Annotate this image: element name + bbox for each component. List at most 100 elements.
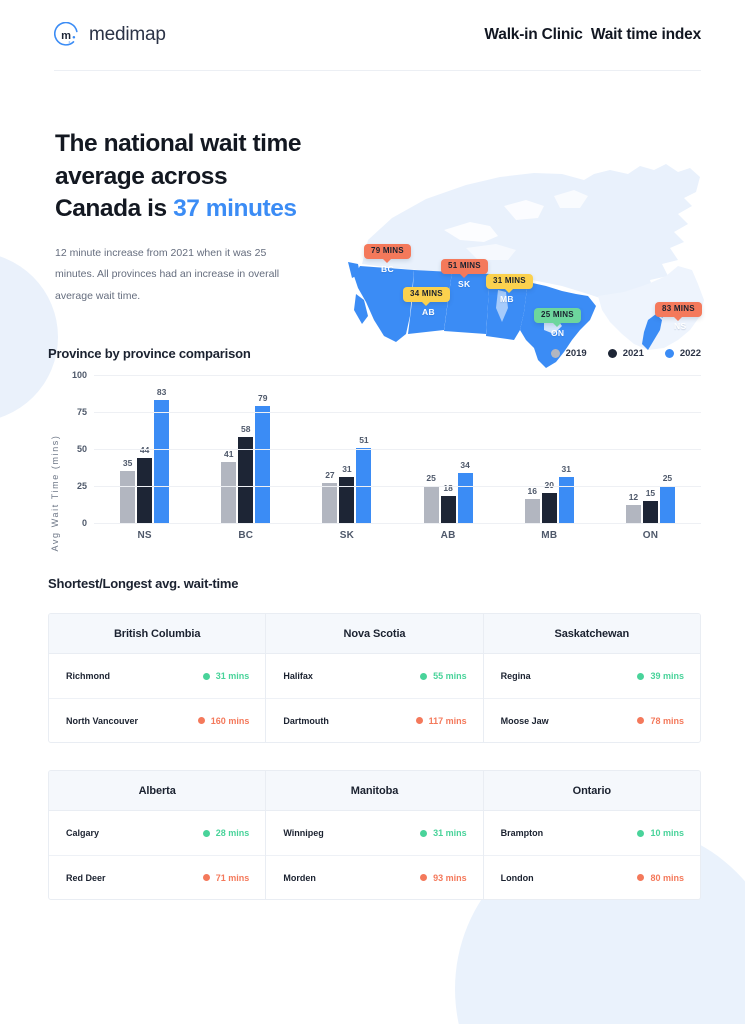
shortest-wait-value: 10 mins xyxy=(637,828,684,838)
bar-value-label: 27 xyxy=(325,470,335,481)
table-row[interactable]: Red Deer 71 mins xyxy=(49,855,266,899)
bar-ab-2021[interactable]: 18 xyxy=(440,483,456,523)
bar-sk-2021[interactable]: 31 xyxy=(339,464,355,523)
map-badge-ns[interactable]: 83 MINS xyxy=(655,302,702,321)
wait-time-text: 160 mins xyxy=(210,715,250,726)
bar-value-label: 51 xyxy=(359,434,369,445)
table-column-header: British Columbia xyxy=(49,614,266,654)
bar-groups: 35 44 83 41 58 79 27 31 51 25 18 34 16 20 31 12 15 25 xyxy=(94,375,701,523)
wait-time-text: 31 mins xyxy=(215,671,250,681)
shortest-wait-value: 39 mins xyxy=(637,671,684,681)
wait-time-text: 80 mins xyxy=(650,872,684,883)
x-axis-label-bc: BC xyxy=(238,530,254,541)
city-name: London xyxy=(500,872,534,883)
table-column-header: Manitoba xyxy=(266,771,483,811)
bar-plot: 35 44 83 41 58 79 27 31 51 25 18 34 16 20 31 12 15 25 0 25… xyxy=(72,370,701,528)
hero-subtitle: 12 minute increase from 2021 when it was… xyxy=(55,246,280,302)
bar-ns-2021[interactable]: 44 xyxy=(137,445,153,523)
bar-value-label: 31 xyxy=(342,464,352,475)
table-column-ontario: Ontario Brampton 10 mins London 80 mins xyxy=(483,771,700,899)
bar-value-label: 25 xyxy=(662,473,673,483)
hero-text-block: The national wait time average across Ca… xyxy=(55,128,345,307)
table-row[interactable]: Halifax 55 mins xyxy=(266,654,482,698)
table-row[interactable]: Regina 39 mins xyxy=(484,654,700,698)
bar-ns-2022[interactable]: 83 xyxy=(154,387,170,523)
city-name: Morden xyxy=(283,872,316,883)
svg-text:m: m xyxy=(61,30,71,42)
wait-time-text: 71 mins xyxy=(215,872,250,883)
map-badge-mb[interactable]: 31 MINS xyxy=(486,274,533,293)
bar-ab-2022[interactable]: 34 xyxy=(457,460,473,523)
bar-mb-2019[interactable]: 16 xyxy=(524,486,540,523)
hero-title-highlight: 37 minutes xyxy=(173,195,297,223)
hero-title-line1: The national wait time xyxy=(55,130,302,157)
table-row[interactable]: Dartmouth 117 mins xyxy=(266,698,483,742)
table-column-nova-scotia: Nova Scotia Halifax 55 mins Dartmouth 117 mi… xyxy=(266,614,484,742)
legend-item-2021[interactable]: 2021 xyxy=(607,348,644,359)
x-axis-label-mb: MB xyxy=(541,530,558,541)
map-label-on: ON xyxy=(551,328,565,338)
bar-value-label: 79 xyxy=(258,393,268,404)
wait-time-text: 117 mins xyxy=(428,715,467,726)
bar-ab-2019[interactable]: 25 xyxy=(423,473,439,523)
longest-wait-value: 80 mins xyxy=(637,873,684,883)
bar-value-label: 35 xyxy=(122,458,133,469)
city-name: Calgary xyxy=(66,828,100,838)
map-badge-on[interactable]: 25 MINS xyxy=(534,308,581,327)
status-dot-icon xyxy=(420,874,428,881)
longest-wait-value: 78 mins xyxy=(637,716,684,726)
hero-title-line2: average across xyxy=(55,162,228,190)
table-row[interactable]: Calgary 28 mins xyxy=(49,811,265,855)
table-row[interactable]: Morden 93 mins xyxy=(266,855,483,899)
bar-mb-2021[interactable]: 20 xyxy=(541,480,557,523)
city-name: Winnipeg xyxy=(283,828,324,838)
table-row[interactable]: North Vancouver 160 mins xyxy=(49,698,266,742)
bar-on-2022[interactable]: 25 xyxy=(659,473,675,523)
map-badge-ab[interactable]: 34 MINS xyxy=(403,287,450,306)
bar-group-ns: 35 44 83 xyxy=(94,375,195,523)
table-column-header: Alberta xyxy=(49,771,266,811)
map-label-mb: MB xyxy=(500,294,514,304)
x-axis-label-ns: NS xyxy=(137,530,152,541)
city-name: Richmond xyxy=(66,671,110,681)
bar-sk-2019[interactable]: 27 xyxy=(322,470,338,523)
bar-on-2021[interactable]: 15 xyxy=(642,488,658,523)
table-row[interactable]: London 80 mins xyxy=(483,855,700,899)
x-axis-label-on: ON xyxy=(642,530,659,541)
table-row[interactable]: Brampton 10 mins xyxy=(484,811,700,855)
bar-bc-2022[interactable]: 79 xyxy=(255,393,271,523)
bar-mb-2022[interactable]: 31 xyxy=(558,464,574,523)
legend-item-2022[interactable]: 2022 xyxy=(664,348,701,359)
legend-item-2019[interactable]: 2019 xyxy=(550,348,587,359)
bar-sk-2022[interactable]: 51 xyxy=(356,435,372,523)
bar-on-2019[interactable]: 12 xyxy=(625,492,641,523)
chart-legend: 2019 2021 2022 xyxy=(550,348,701,359)
brand-name: medimap xyxy=(89,24,166,45)
bar-ns-2019[interactable]: 35 xyxy=(120,458,136,523)
bar-value-label: 25 xyxy=(426,473,436,483)
table-row[interactable]: Richmond 31 mins xyxy=(49,654,265,698)
gridline xyxy=(94,486,701,487)
table-row[interactable]: Winnipeg 31 mins xyxy=(266,811,482,855)
bar-bc-2021[interactable]: 58 xyxy=(238,424,254,523)
status-dot-icon xyxy=(420,829,428,837)
gridline xyxy=(94,523,701,524)
chart-plot-area: Avg Wait Time (mins) 3544834158792731512… xyxy=(48,370,701,552)
canada-map: 79 MINS BC 34 MINS AB 51 MINS SK 31 MINS… xyxy=(348,144,738,402)
city-name: Regina xyxy=(500,671,531,681)
map-badge-bc[interactable]: 79 MINS xyxy=(364,244,411,263)
bar-bc-2019[interactable]: 41 xyxy=(221,449,237,523)
table-row[interactable]: Moose Jaw 78 mins xyxy=(483,698,700,742)
map-badge-sk[interactable]: 51 MINS xyxy=(441,259,488,278)
hero-section: The national wait time average across Ca… xyxy=(0,70,745,368)
status-dot-icon xyxy=(637,874,645,881)
city-name: Brampton xyxy=(500,828,544,838)
tables-section: Shortest/Longest avg. wait-time British … xyxy=(0,576,745,900)
y-axis-tick: 50 xyxy=(76,444,87,454)
map-label-bc: BC xyxy=(381,264,394,274)
y-axis-tick: 0 xyxy=(81,518,87,528)
wait-time-text: 93 mins xyxy=(433,872,467,883)
brand-logo[interactable]: m medimap xyxy=(54,22,166,48)
x-axis-labels: NS BC SK AB MB ON xyxy=(94,530,701,541)
table-column-british-columbia: British Columbia Richmond 31 mins North Van… xyxy=(49,614,267,742)
